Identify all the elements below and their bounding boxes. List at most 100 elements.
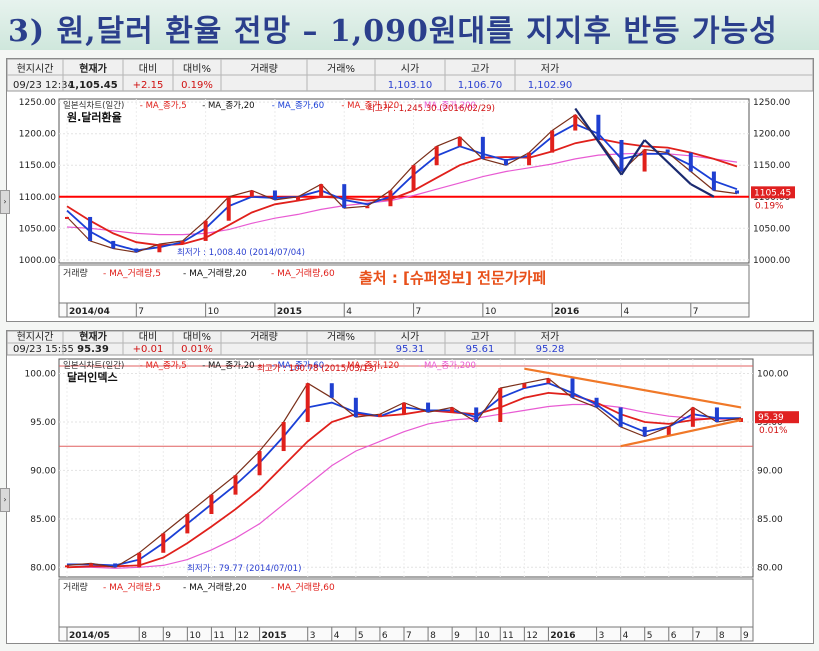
trend-line-1 [620, 418, 742, 448]
candle [89, 563, 94, 566]
candle [546, 378, 551, 384]
quote-label-3: 대비% [183, 63, 211, 75]
candle [281, 421, 286, 452]
legend-item-5: - MA_종가,200 [418, 101, 476, 111]
quote-label-1: 현재가 [79, 331, 107, 343]
candle [642, 426, 647, 437]
candle [434, 146, 439, 166]
candle [594, 397, 599, 408]
low-annotation: 최저가 : 1,008.40 (2014/07/04) [177, 247, 305, 258]
candle [735, 190, 739, 194]
x-tick-7: 2016 [554, 307, 579, 317]
candle [134, 248, 139, 253]
quote-label-0: 현지시간 [17, 63, 54, 75]
y-tick-left-0: 1250.00 [19, 98, 56, 108]
last-price-badge [755, 411, 799, 424]
x-tick-3: 2015 [277, 307, 302, 317]
series-line-MA_종가,120 [66, 152, 738, 236]
x-tick-21: 6 [671, 631, 677, 641]
quote-value-1: 95.39 [77, 344, 109, 355]
quote-label-8: 저가 [541, 63, 559, 75]
candle [377, 414, 382, 418]
x-tick-8: 4 [623, 307, 629, 317]
quote-label-6: 시가 [401, 63, 419, 75]
legend-item-4: - MA_종가,120 [341, 361, 399, 371]
last-price-value: 1105.45 [754, 188, 791, 198]
quote-value-2: +2.15 [133, 80, 164, 91]
quote-label-8: 저가 [541, 331, 559, 343]
trend-line-1 [620, 139, 646, 176]
expand-tab-top[interactable]: › [0, 190, 10, 214]
legend-item-1: - MA_종가,5 [140, 361, 187, 371]
volume-legend-2: - MA_거래량,20 [183, 267, 247, 279]
quote-value-6: 1,103.10 [388, 80, 433, 91]
y-tick-right-4: 1050.00 [753, 224, 790, 234]
candle [522, 383, 527, 389]
legend-item-3: - MA_종가,60 [272, 101, 324, 111]
x-tick-6: 2015 [262, 631, 287, 641]
x-tick-16: 12 [526, 631, 537, 641]
candle [402, 402, 406, 415]
y-tick-left-2: 90.00 [30, 466, 56, 476]
last-price-pct: 0.01% [759, 426, 788, 436]
candle [342, 184, 347, 209]
candle [411, 165, 416, 191]
x-tick-17: 2016 [550, 631, 575, 641]
candle [714, 407, 719, 422]
last-price-badge [751, 186, 795, 199]
candle [111, 240, 116, 249]
quote-label-7: 고가 [471, 63, 489, 75]
volume-legend-1: - MA_거래량,5 [103, 267, 161, 279]
volume-legend-3: - MA_거래량,60 [271, 267, 335, 279]
y-tick-left-3: 85.00 [30, 515, 56, 525]
candle [570, 378, 575, 398]
quote-value-6: 95.31 [396, 344, 425, 355]
y-tick-left-4: 80.00 [30, 563, 56, 573]
y-tick-left-5: 1000.00 [19, 256, 56, 266]
candle [365, 206, 370, 209]
candle [272, 190, 277, 200]
x-tick-9: 5 [358, 631, 364, 641]
candle [233, 475, 238, 495]
x-tick-20: 5 [647, 631, 653, 641]
candle [573, 114, 578, 131]
x-tick-10: 6 [382, 631, 388, 641]
y-tick-left-2: 1150.00 [19, 161, 56, 171]
quote-value-8: 95.28 [536, 344, 565, 355]
candle [618, 407, 623, 427]
y-tick-right-4: 80.00 [757, 563, 783, 573]
candle [296, 196, 301, 200]
volume-legend-3: - MA_거래량,60 [271, 581, 335, 593]
candle [550, 130, 555, 153]
candle [619, 140, 624, 172]
legend-item-0: 일본식차트(일간) [63, 360, 124, 371]
trend-line-0 [524, 367, 742, 409]
expand-tab-bottom[interactable]: › [0, 488, 10, 512]
x-tick-4: 11 [213, 631, 224, 641]
volume-panel [58, 578, 754, 628]
candle [185, 514, 190, 534]
quote-label-1: 현재가 [79, 62, 107, 75]
candle [665, 149, 670, 153]
x-tick-0: 2014/05 [69, 631, 110, 641]
candle [666, 426, 671, 437]
quote-value-0: 09/23 15:55 [13, 344, 74, 355]
legend-item-3: - MA_종가,60 [272, 361, 324, 371]
quote-value-3: 0.19% [181, 80, 213, 91]
slide-title: 3) 원,달러 환율 전망 – 1,090원대를 지지후 반등 가능성 [8, 14, 778, 49]
legend-item-0: 일본식차트(일간) [63, 100, 124, 111]
candle [65, 216, 69, 219]
volume-panel [58, 264, 750, 304]
x-tick-12: 8 [430, 631, 436, 641]
x-axis-band [58, 302, 750, 318]
chart-krw-usd: 현지시간 09/23 12:34 현재가 1,105.45 대비 +2.15 대비% 0.19… [6, 58, 814, 318]
x-tick-11: 7 [406, 631, 412, 641]
y-tick-left-0: 100.00 [25, 370, 57, 380]
y-tick-right-3: 85.00 [757, 515, 783, 525]
candle [457, 136, 462, 147]
quote-value-2: +0.01 [133, 344, 164, 355]
x-tick-24: 9 [743, 631, 749, 641]
candle [503, 158, 508, 166]
y-tick-right-1: 1200.00 [753, 130, 790, 140]
